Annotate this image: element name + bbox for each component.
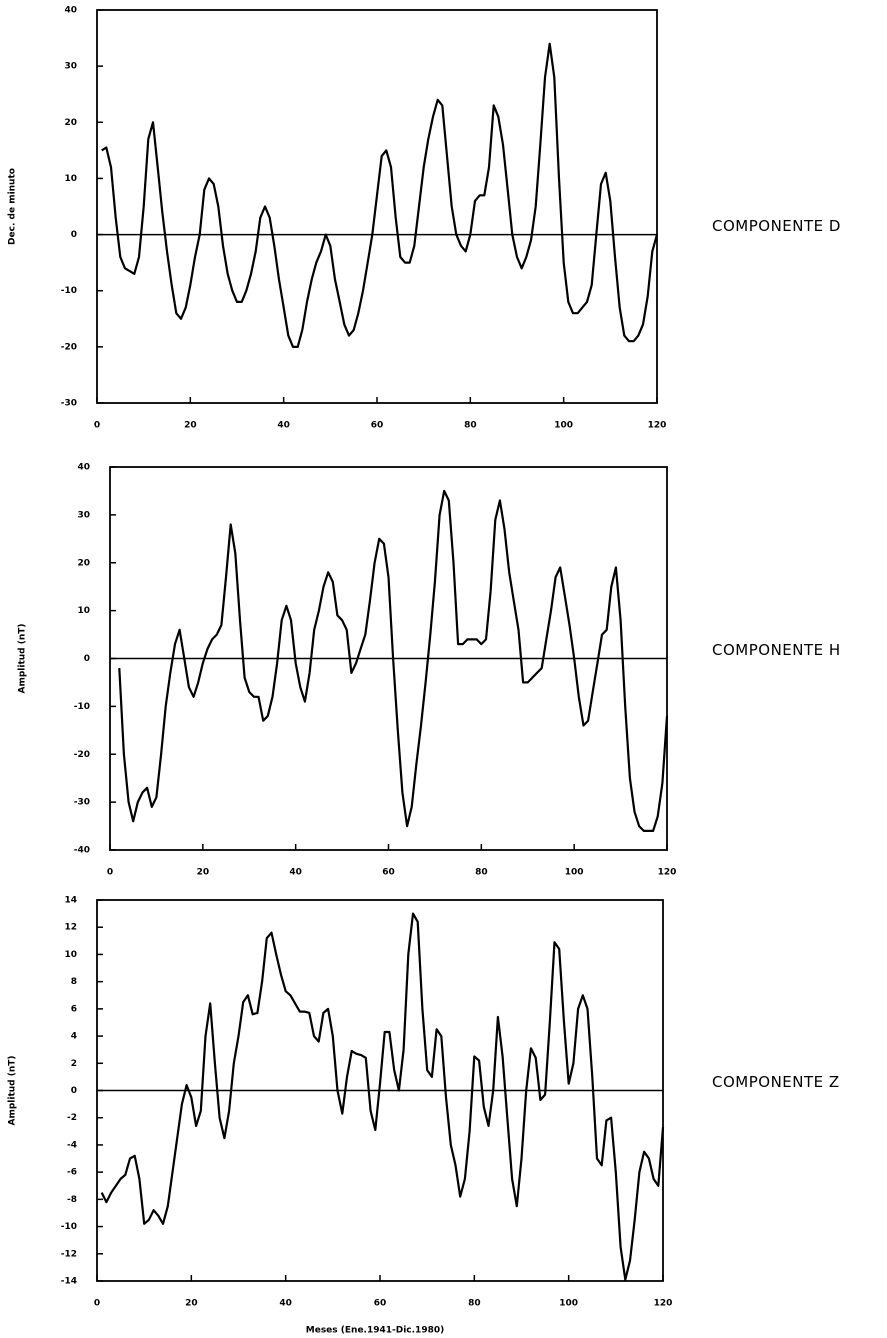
y-tick-label: 0: [84, 654, 90, 664]
y-tick-label: -12: [61, 1249, 77, 1259]
x-tick-label: 100: [565, 868, 584, 878]
y-tick-label: 20: [77, 558, 90, 568]
y-axis-label: Amplitud (nT): [18, 623, 28, 693]
annotation: COMPONENTE Z: [712, 1073, 840, 1091]
data-line: [101, 42, 659, 348]
y-tick-label: -6: [67, 1168, 77, 1178]
y-tick-label: -30: [74, 798, 90, 808]
x-tick-label: 120: [658, 868, 677, 878]
y-axis-label: Dec. de minuto: [8, 168, 18, 245]
x-tick-label: 0: [94, 1299, 100, 1309]
y-tick-label: 40: [64, 6, 77, 16]
y-tick-label: 0: [71, 230, 77, 240]
y-tick-label: 12: [64, 923, 77, 933]
x-tick-label: 40: [277, 421, 290, 431]
y-tick-label: 40: [77, 463, 90, 473]
y-tick-label: -20: [74, 750, 90, 760]
x-tick-label: 120: [648, 421, 667, 431]
x-tick-label: 80: [475, 868, 488, 878]
x-tick-label: 60: [371, 421, 384, 431]
x-tick-label: 60: [374, 1299, 387, 1309]
annotation: COMPONENTE H: [712, 641, 841, 659]
y-tick-label: -30: [61, 399, 77, 409]
y-tick-label: 10: [64, 174, 77, 184]
y-tick-label: -8: [67, 1195, 77, 1205]
y-tick-label: 20: [64, 118, 77, 128]
y-tick-label: -14: [61, 1277, 77, 1287]
x-tick-label: 0: [94, 421, 100, 431]
x-tick-label: 120: [654, 1299, 673, 1309]
y-axis-label: Amplitud (nT): [8, 1055, 18, 1125]
x-tick-label: 20: [197, 868, 210, 878]
y-tick-label: -10: [74, 702, 90, 712]
y-tick-label: -2: [67, 1113, 77, 1123]
x-tick-label: 80: [464, 421, 477, 431]
y-tick-label: -10: [61, 286, 77, 296]
y-tick-label: 14: [64, 896, 77, 906]
x-tick-label: 60: [382, 868, 395, 878]
x-tick-label: 100: [554, 421, 573, 431]
y-tick-label: 10: [64, 950, 77, 960]
x-tick-label: 20: [185, 1299, 198, 1309]
y-tick-label: 30: [64, 62, 77, 72]
x-tick-label: 20: [184, 421, 197, 431]
x-tick-label: 40: [289, 868, 302, 878]
y-tick-label: -4: [67, 1140, 77, 1150]
y-tick-label: -40: [74, 846, 90, 856]
data-line: [118, 489, 669, 832]
x-tick-label: 80: [468, 1299, 481, 1309]
y-tick-label: 8: [71, 977, 77, 987]
y-tick-label: -20: [61, 342, 77, 352]
x-axis-label: Meses (Ene.1941-Dic.1980): [306, 1326, 444, 1336]
x-tick-label: 100: [559, 1299, 578, 1309]
y-tick-label: 6: [71, 1004, 77, 1014]
annotation: COMPONENTE D: [712, 217, 841, 235]
y-tick-label: 4: [71, 1032, 77, 1042]
y-tick-label: 10: [77, 606, 90, 616]
y-tick-label: 2: [71, 1059, 77, 1069]
y-tick-label: -10: [61, 1222, 77, 1232]
y-tick-label: 30: [77, 510, 90, 520]
y-tick-label: 0: [71, 1086, 77, 1096]
plot-frame: [96, 9, 658, 404]
x-tick-label: 40: [279, 1299, 292, 1309]
x-tick-label: 0: [107, 868, 113, 878]
data-line: [100, 912, 665, 1281]
